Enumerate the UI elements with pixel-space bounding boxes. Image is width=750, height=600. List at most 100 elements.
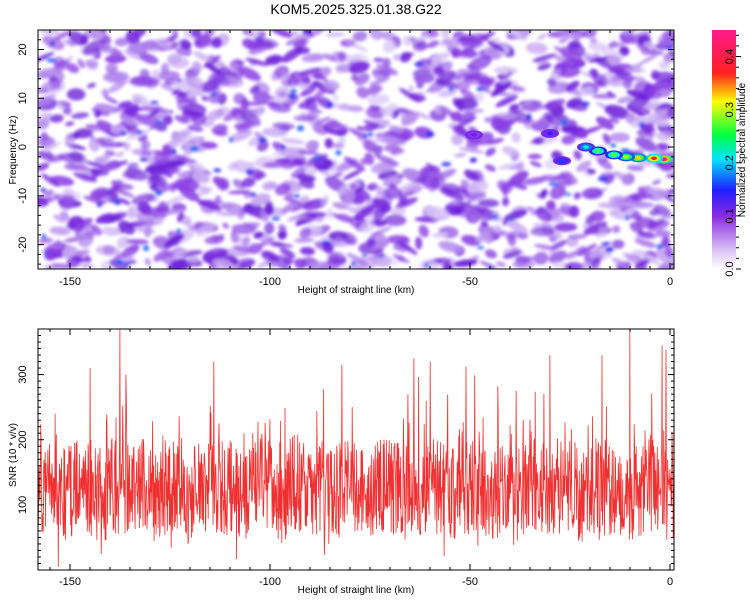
noise-blob bbox=[279, 247, 296, 258]
noise-blob bbox=[223, 106, 245, 122]
y-tick-label: 10 bbox=[17, 92, 29, 104]
noise-speck bbox=[492, 214, 499, 220]
noise-blob bbox=[325, 208, 334, 219]
noise-blob bbox=[39, 79, 61, 93]
noise-blob bbox=[293, 115, 314, 122]
noise-blob bbox=[174, 179, 200, 192]
noise-speck bbox=[335, 150, 342, 156]
noise-blob bbox=[374, 76, 390, 84]
noise-blob bbox=[507, 233, 517, 246]
noise-blob bbox=[287, 215, 308, 222]
y-tick-label: 100 bbox=[17, 496, 29, 514]
noise-blob bbox=[182, 220, 203, 235]
noise-speck bbox=[119, 131, 128, 136]
noise-speck bbox=[638, 122, 646, 128]
noise-blob bbox=[177, 170, 198, 177]
noise-speck bbox=[526, 113, 532, 120]
noise-blob bbox=[299, 246, 316, 256]
noise-blob bbox=[465, 72, 489, 86]
noise-blob bbox=[596, 79, 604, 87]
noise-blob bbox=[212, 176, 229, 189]
snr-x-ticks: -150 -100 -50 0 bbox=[49, 329, 673, 588]
noise-blob bbox=[294, 158, 304, 167]
noise-blob bbox=[456, 185, 469, 196]
noise-blob bbox=[132, 75, 159, 86]
noise-blob bbox=[576, 160, 592, 172]
noise-blob bbox=[586, 168, 596, 175]
noise-speck bbox=[425, 131, 435, 138]
noise-blob bbox=[441, 38, 453, 46]
noise-texture bbox=[38, 30, 674, 269]
noise-blob bbox=[463, 192, 486, 199]
noise-blob bbox=[83, 195, 106, 205]
noise-blob bbox=[401, 112, 419, 126]
snr-frame bbox=[37, 328, 675, 571]
heatmap-features bbox=[465, 128, 673, 166]
noise-blob bbox=[118, 220, 135, 235]
noise-blob bbox=[193, 162, 205, 174]
noise-blob bbox=[233, 245, 259, 254]
x-tick-label: -100 bbox=[259, 276, 281, 288]
noise-speck bbox=[50, 41, 55, 46]
noise-blob bbox=[658, 61, 670, 70]
noise-blob bbox=[264, 200, 273, 213]
noise-speck bbox=[624, 215, 630, 221]
noise-blob bbox=[329, 251, 347, 265]
noise-blob bbox=[183, 30, 191, 39]
noise-blob bbox=[380, 253, 399, 266]
noise-blob bbox=[500, 30, 523, 38]
noise-blob bbox=[227, 162, 240, 171]
noise-blob bbox=[656, 142, 670, 151]
noise-blob bbox=[545, 200, 556, 210]
noise-blob bbox=[659, 88, 671, 98]
noise-blob bbox=[265, 54, 283, 65]
noise-blob bbox=[585, 224, 600, 235]
noise-blob bbox=[668, 50, 674, 57]
noise-blob bbox=[57, 101, 65, 110]
noise-blob bbox=[262, 181, 278, 191]
y-tick-label: 300 bbox=[17, 365, 29, 383]
noise-speck bbox=[246, 168, 254, 175]
noise-blob bbox=[349, 183, 357, 190]
noise-blob bbox=[263, 161, 286, 169]
noise-blob bbox=[126, 43, 149, 55]
noise-blob bbox=[565, 251, 578, 260]
noise-blob bbox=[356, 125, 365, 131]
noise-blob bbox=[611, 225, 621, 234]
noise-blob bbox=[302, 161, 314, 167]
noise-blob bbox=[628, 201, 654, 209]
noise-blob bbox=[525, 42, 548, 55]
noise-blob bbox=[386, 234, 409, 244]
noise-blob bbox=[280, 263, 291, 269]
noise-blob bbox=[124, 168, 149, 181]
noise-blob bbox=[296, 218, 305, 226]
noise-speck bbox=[321, 240, 331, 246]
noise-blob bbox=[346, 105, 364, 112]
noise-blob bbox=[65, 121, 75, 127]
noise-blob bbox=[179, 39, 192, 50]
noise-blob bbox=[581, 86, 594, 96]
noise-blob bbox=[314, 116, 331, 125]
heatmap-y-label: Frequency (Hz) bbox=[8, 116, 19, 185]
noise-blob bbox=[373, 57, 384, 63]
noise-blob bbox=[160, 83, 176, 92]
noise-blob bbox=[185, 74, 204, 90]
noise-blob bbox=[249, 85, 260, 94]
noise-blob bbox=[661, 236, 670, 248]
noise-blob bbox=[53, 56, 66, 69]
noise-blob bbox=[38, 237, 54, 244]
noise-blob bbox=[43, 241, 66, 256]
noise-blob bbox=[107, 80, 126, 93]
noise-blob bbox=[247, 30, 260, 38]
noise-blob bbox=[325, 32, 345, 37]
noise-blob bbox=[477, 198, 500, 208]
noise-blob bbox=[119, 114, 136, 126]
noise-blob bbox=[65, 62, 80, 74]
noise-blob bbox=[363, 122, 379, 132]
signal-peak bbox=[559, 158, 565, 163]
noise-blob bbox=[116, 236, 131, 249]
noise-blob bbox=[248, 161, 256, 170]
noise-blob bbox=[191, 171, 210, 184]
noise-blob bbox=[298, 150, 319, 155]
noise-blob bbox=[332, 124, 349, 131]
